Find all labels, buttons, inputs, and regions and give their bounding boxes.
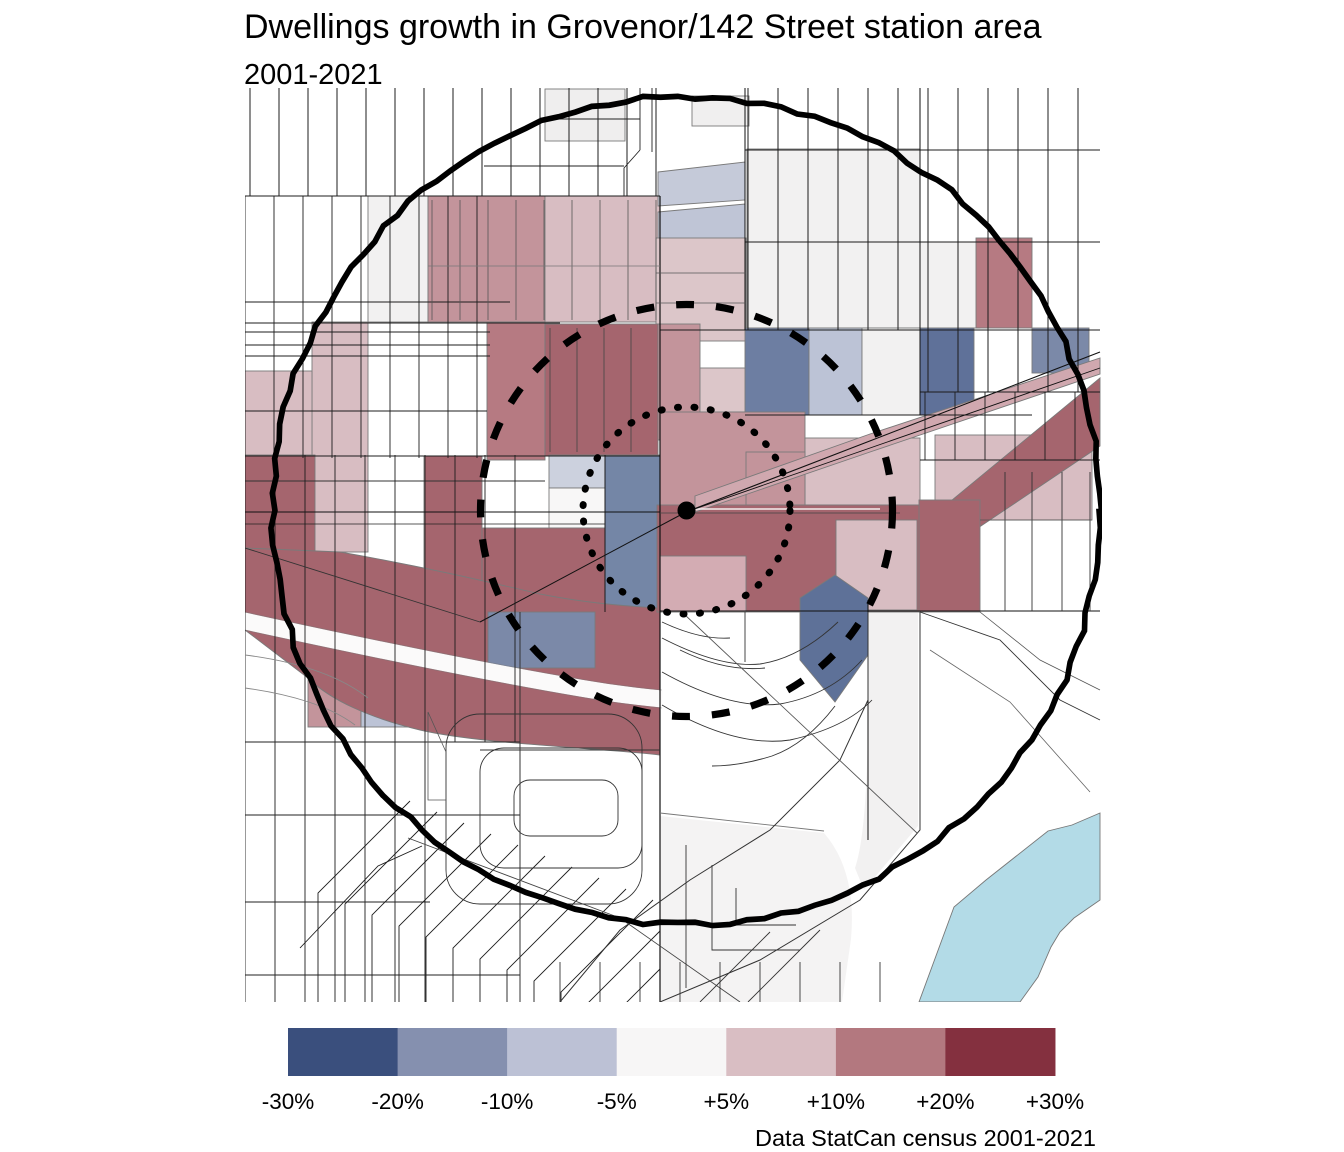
svg-text:2001-2021: 2001-2021	[244, 59, 383, 91]
svg-text:-20%: -20%	[371, 1089, 424, 1114]
svg-text:-30%: -30%	[262, 1089, 315, 1114]
svg-text:Dwellings growth in Grovenor/1: Dwellings growth in Grovenor/142 Street …	[244, 8, 1042, 46]
svg-text:+5%: +5%	[703, 1089, 749, 1114]
svg-text:+20%: +20%	[916, 1089, 974, 1114]
svg-text:-10%: -10%	[481, 1089, 534, 1114]
svg-text:+30%: +30%	[1026, 1089, 1084, 1114]
svg-text:Data StatCan census 2001-2021: Data StatCan census 2001-2021	[755, 1125, 1096, 1151]
svg-text:-5%: -5%	[597, 1089, 637, 1114]
svg-text:+10%: +10%	[807, 1089, 865, 1114]
